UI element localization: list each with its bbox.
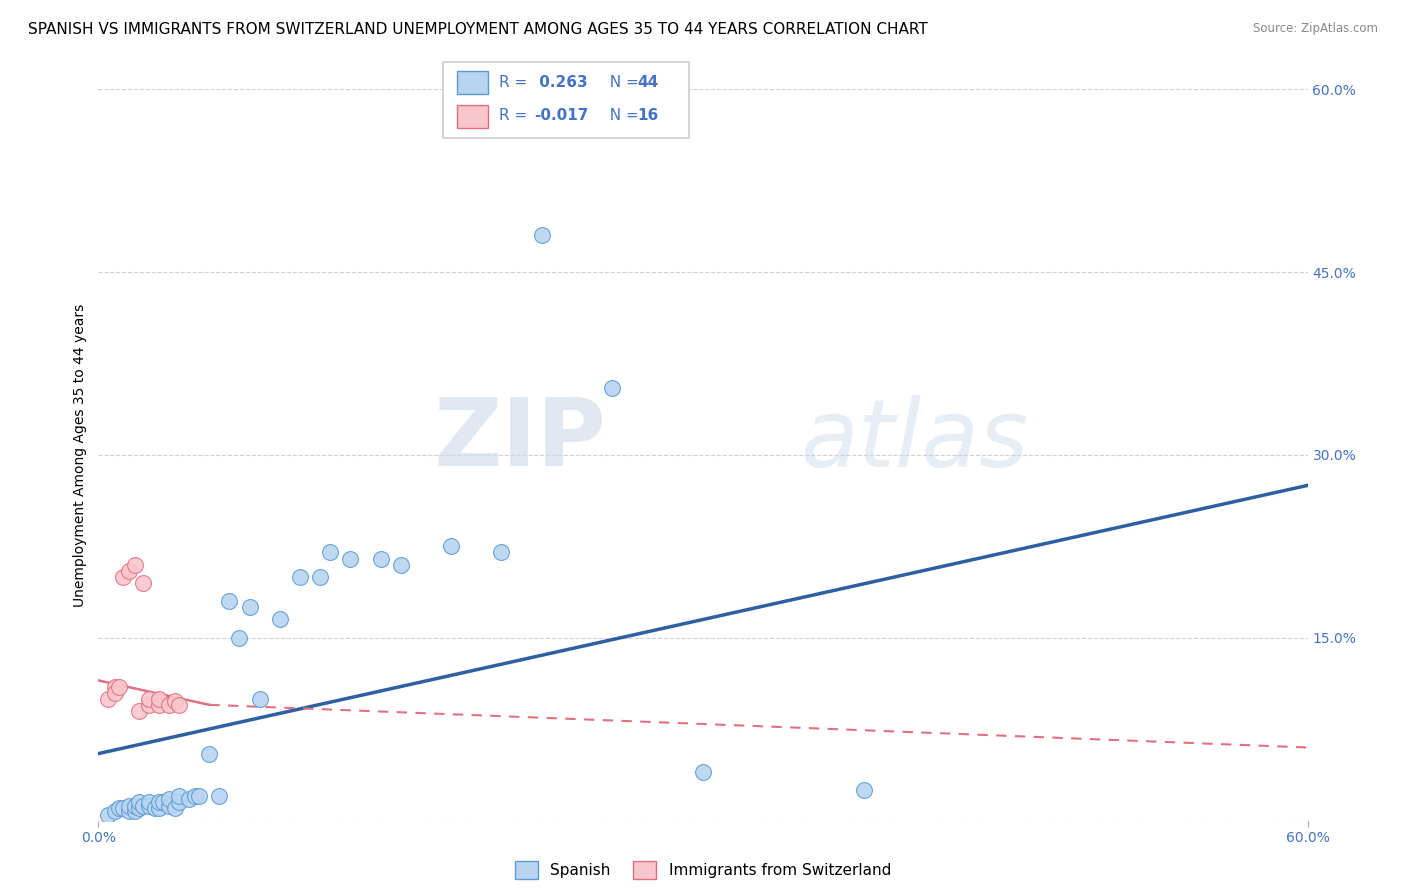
Point bbox=[118, 804, 141, 818]
Point bbox=[103, 804, 125, 818]
Point bbox=[198, 747, 221, 761]
Point bbox=[163, 801, 186, 815]
Point bbox=[319, 545, 342, 559]
Text: atlas: atlas bbox=[800, 395, 1028, 486]
Point bbox=[188, 789, 211, 804]
Point bbox=[138, 698, 160, 712]
Text: 16: 16 bbox=[637, 109, 658, 123]
Point bbox=[107, 680, 129, 694]
Point bbox=[143, 801, 166, 815]
Text: Source: ZipAtlas.com: Source: ZipAtlas.com bbox=[1253, 22, 1378, 36]
Point bbox=[491, 545, 513, 559]
Point bbox=[218, 594, 240, 608]
Point bbox=[157, 791, 180, 805]
Point bbox=[148, 698, 170, 712]
Point bbox=[97, 691, 120, 706]
Point bbox=[124, 799, 146, 814]
Point bbox=[138, 799, 160, 814]
Point bbox=[138, 691, 160, 706]
Point bbox=[389, 558, 412, 572]
Point bbox=[132, 799, 155, 814]
Point bbox=[128, 704, 150, 718]
Y-axis label: Unemployment Among Ages 35 to 44 years: Unemployment Among Ages 35 to 44 years bbox=[73, 303, 87, 607]
Text: N =: N = bbox=[600, 75, 644, 90]
Point bbox=[111, 570, 134, 584]
Point bbox=[370, 551, 392, 566]
Text: -0.017: -0.017 bbox=[534, 109, 589, 123]
Text: R =: R = bbox=[499, 75, 533, 90]
Point bbox=[128, 796, 150, 810]
Point bbox=[124, 804, 146, 818]
Point bbox=[239, 600, 262, 615]
Point bbox=[118, 799, 141, 814]
Point bbox=[167, 698, 190, 712]
Text: R =: R = bbox=[499, 109, 533, 123]
Point bbox=[157, 698, 180, 712]
Point bbox=[339, 551, 361, 566]
Point bbox=[184, 789, 207, 804]
Point bbox=[148, 691, 170, 706]
Text: 0.263: 0.263 bbox=[534, 75, 588, 90]
Point bbox=[157, 799, 180, 814]
Point bbox=[97, 807, 120, 822]
Point bbox=[692, 764, 714, 779]
Point bbox=[208, 789, 231, 804]
Point bbox=[228, 631, 250, 645]
Text: N =: N = bbox=[600, 109, 644, 123]
Point bbox=[148, 801, 170, 815]
Point bbox=[440, 539, 463, 553]
Point bbox=[138, 796, 160, 810]
Point bbox=[853, 783, 876, 797]
Text: SPANISH VS IMMIGRANTS FROM SWITZERLAND UNEMPLOYMENT AMONG AGES 35 TO 44 YEARS CO: SPANISH VS IMMIGRANTS FROM SWITZERLAND U… bbox=[28, 22, 928, 37]
Point bbox=[530, 228, 553, 243]
Point bbox=[602, 381, 624, 395]
Point bbox=[167, 796, 190, 810]
Point bbox=[124, 558, 146, 572]
Point bbox=[249, 691, 271, 706]
Point bbox=[179, 791, 201, 805]
Point bbox=[128, 801, 150, 815]
Legend: Spanish, Immigrants from Switzerland: Spanish, Immigrants from Switzerland bbox=[508, 854, 898, 886]
Text: 44: 44 bbox=[637, 75, 658, 90]
Point bbox=[163, 694, 186, 708]
Point bbox=[111, 801, 134, 815]
Point bbox=[103, 680, 125, 694]
Point bbox=[309, 570, 332, 584]
Point bbox=[152, 796, 174, 810]
Point bbox=[148, 796, 170, 810]
Point bbox=[167, 789, 190, 804]
Point bbox=[103, 686, 125, 700]
Point bbox=[269, 612, 291, 626]
Point bbox=[132, 576, 155, 591]
Point bbox=[107, 801, 129, 815]
Point bbox=[118, 564, 141, 578]
Point bbox=[288, 570, 311, 584]
Text: ZIP: ZIP bbox=[433, 394, 606, 486]
